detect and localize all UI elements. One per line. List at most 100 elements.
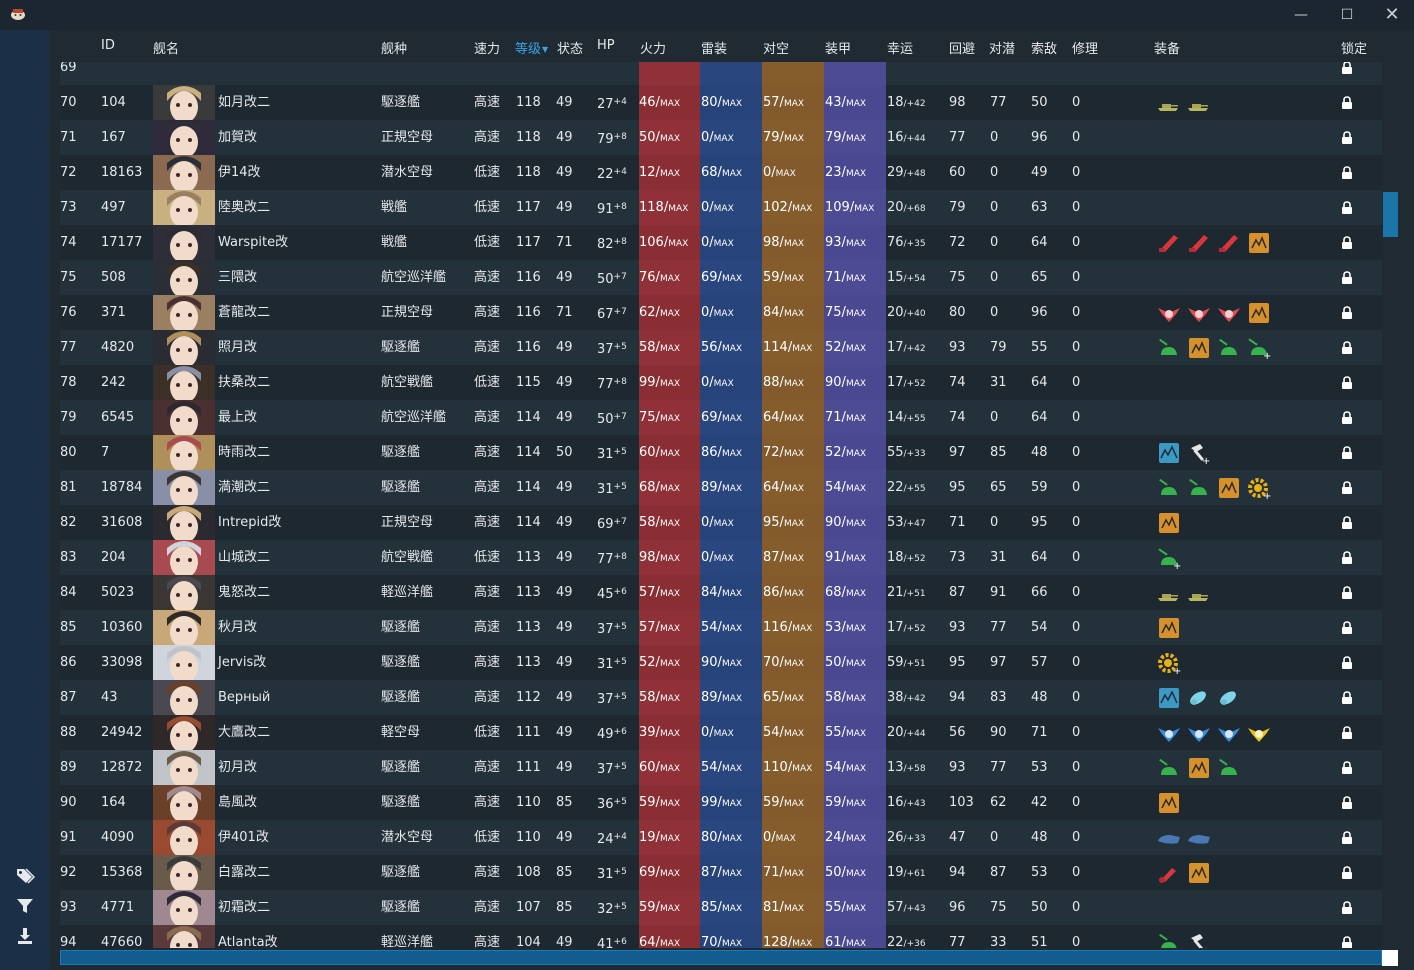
equip-tank-icon[interactable] xyxy=(1186,580,1212,606)
equip-gear-icon[interactable]: + xyxy=(1156,650,1182,676)
table-row[interactable]: 94 47660 Atlanta改 軽巡洋艦 高速 104 49 41+6 64/MAX 70/M… xyxy=(60,925,1382,948)
equip-green-icon[interactable] xyxy=(1216,335,1242,361)
table-row[interactable]: 77 4820 照月改 駆逐艦 高速 116 49 37+5 58/MAX 56/MAX 114/M… xyxy=(60,330,1382,365)
download-icon[interactable] xyxy=(15,926,35,946)
table-row[interactable]: 78 242 扶桑改二 航空戦艦 低速 115 49 77+8 99/MAX 0/MAX 88/MA… xyxy=(60,365,1382,400)
header-evasion[interactable]: 回避 xyxy=(949,42,976,57)
lock-icon[interactable] xyxy=(1341,796,1353,809)
header-lock[interactable]: 锁定 xyxy=(1341,42,1368,57)
equip-hammer-icon[interactable]: + xyxy=(1186,930,1212,948)
lock-icon[interactable] xyxy=(1341,761,1353,774)
equip-sonar-icon[interactable] xyxy=(1156,685,1182,711)
table-row[interactable]: 93 4771 初霜改二 駆逐艦 高速 107 85 32+5 59/MAX 85/MAX 81/M… xyxy=(60,890,1382,925)
equip-radar-icon[interactable] xyxy=(1216,475,1242,501)
lock-icon[interactable] xyxy=(1341,481,1353,494)
equip-hammer-icon[interactable]: + xyxy=(1186,440,1212,466)
lock-icon[interactable] xyxy=(1341,166,1353,179)
filter-icon[interactable] xyxy=(15,896,35,916)
equip-red-small-icon[interactable] xyxy=(1156,860,1182,886)
header-repair[interactable]: 修理 xyxy=(1072,42,1099,57)
header-armor[interactable]: 装甲 xyxy=(825,42,852,57)
table-row[interactable]: 86 33098 Jervis改 駆逐艦 高速 113 49 31+5 52/MAX 90/MAX… xyxy=(60,645,1382,680)
header-luck[interactable]: 幸运 xyxy=(887,42,914,57)
equip-radar-icon[interactable] xyxy=(1186,335,1212,361)
header-condition[interactable]: 状态 xyxy=(557,42,584,57)
lock-icon[interactable] xyxy=(1341,446,1353,459)
table-row[interactable]: 81 18784 満潮改二 駆逐艦 高速 114 49 31+5 68/MAX 89/MAX 64/… xyxy=(60,470,1382,505)
equip-tank-icon[interactable] xyxy=(1186,90,1212,116)
lock-icon[interactable] xyxy=(1341,341,1353,354)
table-row[interactable]: 74 17177 Warspite改 戦艦 低速 117 71 82+8 106/MAX 0/MA… xyxy=(60,225,1382,260)
table-row[interactable]: 76 371 蒼龍改二 正規空母 高速 116 71 67+7 62/MAX 0/MAX 84/MA… xyxy=(60,295,1382,330)
table-row[interactable]: 88 24942 大鷹改二 軽空母 低速 111 49 49+6 39/MAX 0/MAX 54/M… xyxy=(60,715,1382,750)
vertical-scrollbar[interactable] xyxy=(1382,62,1400,948)
lock-icon[interactable] xyxy=(1341,236,1353,249)
equip-green-icon[interactable] xyxy=(1186,475,1212,501)
equip-plane-blue-icon[interactable] xyxy=(1156,720,1182,746)
lock-icon[interactable] xyxy=(1341,936,1353,948)
equip-sonar-icon[interactable] xyxy=(1156,440,1182,466)
equip-radar-icon[interactable] xyxy=(1246,300,1272,326)
equip-gun-icon[interactable] xyxy=(1186,230,1212,256)
equip-radar-icon[interactable] xyxy=(1186,755,1212,781)
header-type[interactable]: 舰种 xyxy=(381,42,408,57)
table-row[interactable]: 83 204 山城改二 航空戦艦 低速 113 49 77+8 98/MAX 0/MAX 87/MA… xyxy=(60,540,1382,575)
equip-green-plus-icon[interactable]: + xyxy=(1156,545,1182,571)
table-row[interactable]: 90 164 島風改 駆逐艦 高速 110 85 36+5 59/MAX 99/MAX 59/MAX… xyxy=(60,785,1382,820)
equip-depth-icon[interactable] xyxy=(1216,685,1242,711)
table-row[interactable]: 84 5023 鬼怒改二 軽巡洋艦 高速 113 49 45+6 57/MAX 84/MAX 86/… xyxy=(60,575,1382,610)
header-hp[interactable]: HP xyxy=(597,38,615,53)
table-row[interactable]: 89 12872 初月改 駆逐艦 高速 111 49 37+5 60/MAX 54/MAX 110/… xyxy=(60,750,1382,785)
table-row[interactable]: 85 10360 秋月改 駆逐艦 高速 113 49 37+5 57/MAX 54/MAX 116/… xyxy=(60,610,1382,645)
equip-gun-icon[interactable] xyxy=(1216,230,1242,256)
table-row[interactable]: 91 4090 伊401改 潜水空母 低速 110 49 24+4 19/MAX 80/MAX 0/… xyxy=(60,820,1382,855)
header-id[interactable]: ID xyxy=(101,38,115,53)
lock-icon[interactable] xyxy=(1341,726,1353,739)
table-row[interactable]: 79 6545 最上改 航空巡洋艦 高速 114 49 50+7 75/MAX 69/MAX 64/… xyxy=(60,400,1382,435)
maximize-icon[interactable]: ☐ xyxy=(1340,7,1354,23)
lock-icon[interactable] xyxy=(1341,271,1353,284)
table-row[interactable]: 72 18163 伊14改 潜水空母 低速 118 49 22+4 12/MAX 68/MAX 0/… xyxy=(60,155,1382,190)
header-firepower[interactable]: 火力 xyxy=(640,42,667,57)
lock-icon[interactable] xyxy=(1341,621,1353,634)
header-asw[interactable]: 对潜 xyxy=(989,42,1016,57)
lock-icon[interactable] xyxy=(1341,586,1353,599)
equip-bomber-icon[interactable] xyxy=(1216,300,1242,326)
close-icon[interactable]: ✕ xyxy=(1384,4,1400,25)
equip-radar-icon[interactable] xyxy=(1156,790,1182,816)
lock-icon[interactable] xyxy=(1341,691,1353,704)
lock-icon[interactable] xyxy=(1341,656,1353,669)
lock-icon[interactable] xyxy=(1341,376,1353,389)
equip-gun-icon[interactable] xyxy=(1156,230,1182,256)
equip-green-icon[interactable] xyxy=(1216,755,1242,781)
equip-gear-icon[interactable]: + xyxy=(1246,475,1272,501)
header-speed[interactable]: 速力 xyxy=(474,42,501,57)
table-row[interactable]: 87 43 Верный 駆逐艦 高速 112 49 37+5 58/MAX 89/MAX 65/M… xyxy=(60,680,1382,715)
header-level[interactable]: 等级▼ xyxy=(515,42,549,57)
lock-icon[interactable] xyxy=(1341,306,1353,319)
equip-radar-icon[interactable] xyxy=(1186,860,1212,886)
equip-bomber-icon[interactable] xyxy=(1186,300,1212,326)
tag-icon[interactable] xyxy=(15,866,35,886)
lock-icon[interactable] xyxy=(1341,131,1353,144)
equip-tank-icon[interactable] xyxy=(1156,90,1182,116)
lock-icon[interactable] xyxy=(1341,516,1353,529)
header-name[interactable]: 舰名 xyxy=(153,42,180,57)
minimize-icon[interactable]: — xyxy=(1294,7,1308,23)
equip-radar-icon[interactable] xyxy=(1246,230,1272,256)
horizontal-scrollbar[interactable] xyxy=(60,950,1382,965)
equip-green-icon[interactable] xyxy=(1156,335,1182,361)
equip-depth-icon[interactable] xyxy=(1186,685,1212,711)
lock-icon[interactable] xyxy=(1341,866,1353,879)
table-row[interactable]: 73 497 陸奥改二 戦艦 低速 117 49 91+8 118/MAX 0/MAX 102/MA… xyxy=(60,190,1382,225)
equip-sub-icon[interactable] xyxy=(1186,825,1212,851)
equip-plane-blue-icon[interactable] xyxy=(1216,720,1242,746)
equip-bomber-icon[interactable] xyxy=(1156,300,1182,326)
lock-icon[interactable] xyxy=(1341,411,1353,424)
header-los[interactable]: 索敌 xyxy=(1031,42,1058,57)
table-row[interactable]: 82 31608 Intrepid改 正規空母 高速 114 49 69+7 58/MAX 0/M… xyxy=(60,505,1382,540)
header-equipment[interactable]: 装备 xyxy=(1154,42,1181,57)
table-row[interactable]: 71 167 加賀改 正規空母 高速 118 49 79+8 50/MAX 0/MAX 79/MAX… xyxy=(60,120,1382,155)
header-anti-air[interactable]: 对空 xyxy=(763,42,790,57)
equip-plane-yellow-icon[interactable] xyxy=(1246,720,1272,746)
